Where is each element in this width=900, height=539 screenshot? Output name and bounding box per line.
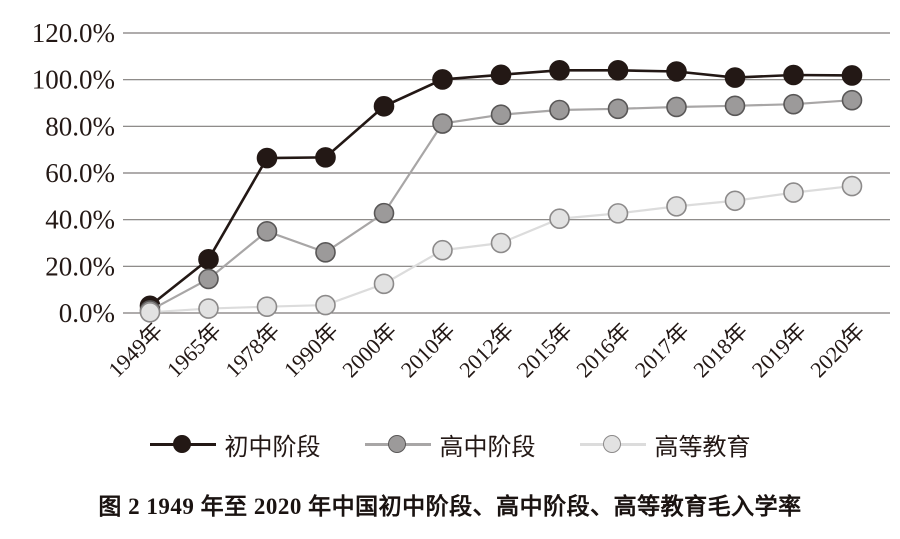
data-point-senior-high [666,96,687,118]
data-point-junior-middle [666,61,687,82]
data-point-senior-high [549,99,570,121]
x-tick-label: 2010年 [396,318,460,382]
data-point-senior-high [841,89,863,111]
data-point-higher-education [198,298,219,319]
legend-item-higher-education: 高等教育 [579,427,751,462]
y-tick-label: 0.0% [59,298,115,328]
data-point-junior-middle [432,69,453,90]
x-tick-label: 2000年 [337,318,401,382]
data-point-higher-education [432,239,453,261]
data-point-higher-education [256,296,278,318]
x-tick-label: 1990年 [279,318,343,382]
x-tick-label: 2018年 [688,318,752,382]
x-tick-label: 2012年 [454,318,518,382]
x-tick-label: 2019年 [747,318,811,382]
data-point-senior-high [607,98,629,120]
data-point-junior-middle [198,249,219,270]
data-point-senior-high [256,221,278,242]
legend-item-senior-high: 高中阶段 [364,427,536,462]
data-point-senior-high [724,95,746,117]
data-point-junior-middle [724,67,746,88]
data-point-higher-education [490,232,512,254]
data-point-higher-education [724,190,746,212]
data-point-senior-high [315,242,336,263]
chart-legend: 初中阶段 高中阶段 高等教育 [0,420,900,468]
figure-caption: 图 2 1949 年至 2020 年中国初中阶段、高中阶段、高等教育毛入学率 [98,494,802,519]
y-tick-label: 40.0% [45,205,115,235]
data-point-junior-middle [373,95,395,117]
y-tick-label: 100.0% [32,65,115,95]
data-point-higher-education [666,196,687,217]
y-tick-label: 80.0% [45,111,115,141]
data-point-higher-education [549,208,570,230]
data-point-junior-middle [549,60,570,81]
data-point-higher-education [315,294,336,316]
data-point-junior-middle [783,64,804,86]
data-point-junior-middle [315,147,336,168]
x-tick-label: 1978年 [220,318,284,382]
legend-marker-junior-middle-icon [149,434,216,454]
data-point-higher-education [139,301,161,323]
data-point-junior-middle [841,65,863,86]
data-point-higher-education [783,182,804,203]
data-point-senior-high [373,202,395,224]
legend-item-junior-middle: 初中阶段 [149,427,321,462]
x-tick-label: 2016年 [571,318,635,382]
x-tick-label: 2015年 [513,318,577,382]
enrollment-line-chart: 0.0%20.0%40.0%60.0%80.0%100.0%120.0%1949… [32,18,890,382]
legend-label-higher-education: 高等教育 [654,434,751,461]
data-point-junior-middle [256,147,278,169]
legend-label-junior-middle: 初中阶段 [224,434,321,461]
y-tick-label: 60.0% [45,158,115,188]
series-line-senior-high [149,99,853,312]
data-point-senior-high [198,268,219,290]
legend-dot-junior-middle [172,434,191,453]
legend-marker-senior-high-icon [364,434,431,454]
y-tick-label: 20.0% [45,251,115,281]
legend-marker-higher-education-icon [579,434,646,454]
y-tick-label: 120.0% [32,18,115,48]
data-point-junior-middle [490,64,512,86]
legend-label-senior-high: 高中阶段 [439,434,536,461]
legend-dot-higher-education [602,434,621,453]
data-point-higher-education [607,203,629,224]
data-point-senior-high [432,113,453,134]
x-tick-label: 1965年 [162,318,226,382]
x-tick-label: 2020年 [805,318,869,382]
data-point-higher-education [373,273,395,295]
data-point-higher-education [841,175,863,197]
data-point-senior-high [490,104,512,125]
x-tick-label: 2017年 [630,318,694,382]
data-point-junior-middle [607,60,629,81]
data-point-senior-high [783,93,804,115]
legend-dot-senior-high [387,434,406,453]
